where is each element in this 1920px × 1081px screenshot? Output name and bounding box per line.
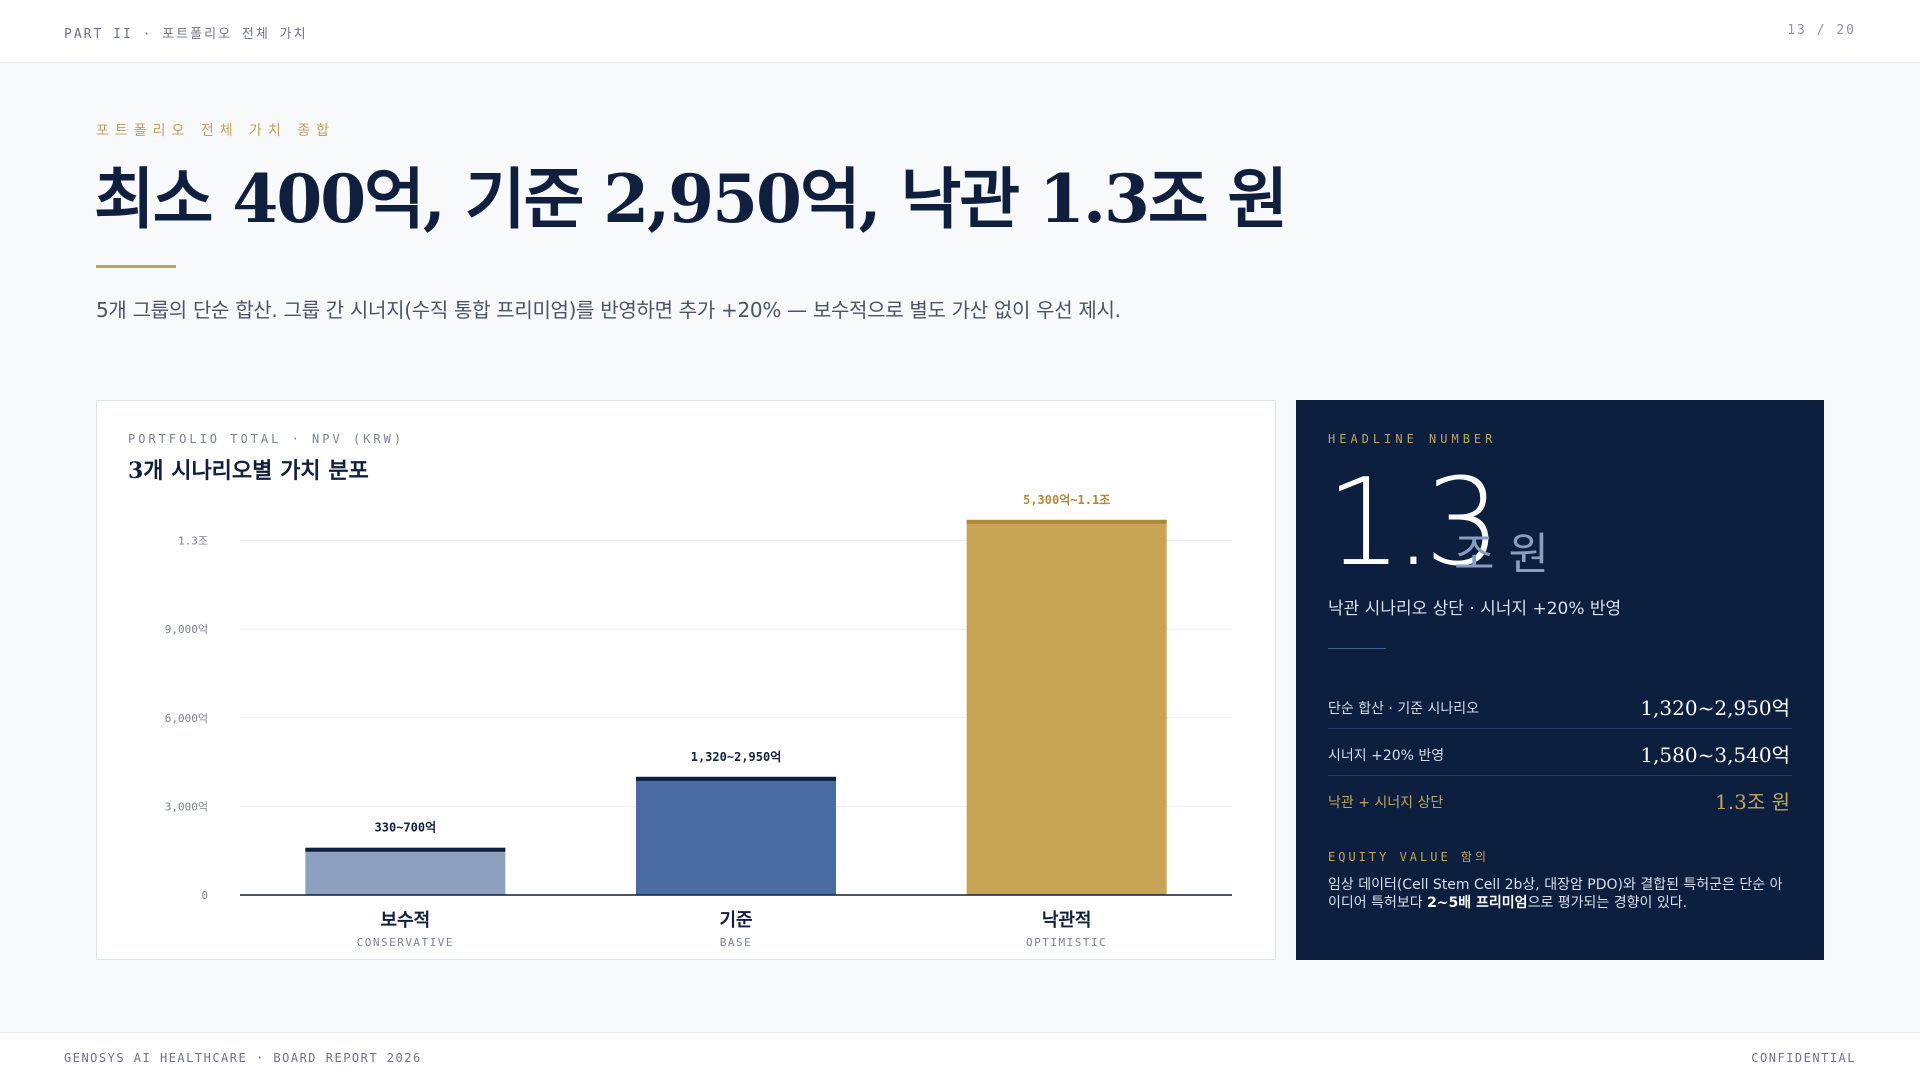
page-title: 최소 400억, 기준 2,950억, 낙관 1.3조 원: [94, 160, 1288, 238]
panel-eyebrow: HEADLINE NUMBER: [1328, 432, 1497, 446]
metric-label: 단순 합산 · 기준 시나리오: [1328, 701, 1480, 717]
hero-eyebrow: 포트폴리오 전체 가치 종합: [96, 123, 336, 139]
x-tick-label: 보수적: [380, 910, 430, 931]
metric-value: 1,580~3,540억: [1640, 743, 1790, 767]
data-label: 1,320~2,950억: [691, 750, 782, 764]
equity-value-label: EQUITY VALUE 함의: [1328, 850, 1490, 864]
equity-text-part: 임상 데이터(Cell Stem Cell 2b상, 대장암 PDO)와 결합된…: [1328, 877, 1783, 911]
equity-text-part: 으로 평가되는 경향이 있다.: [1527, 895, 1688, 911]
data-label: 5,300억~1.1조: [1023, 493, 1110, 507]
y-tick-label: 6,000억: [165, 712, 208, 725]
bar: [305, 847, 506, 895]
page-subtitle: 5개 그룹의 단순 합산. 그룹 간 시너지(수직 통합 프리미엄)를 반영하면…: [96, 298, 1121, 322]
metric-label: 낙관 + 시너지 상단: [1328, 795, 1444, 811]
chart-title: 3개 시나리오별 가치 분포: [128, 458, 369, 484]
bar: [966, 519, 1167, 895]
y-tick-label: 0: [201, 889, 208, 902]
y-tick-label: 9,000억: [165, 623, 208, 636]
top-bar: PART II · 포트폴리오 전체 가치 13 / 20: [0, 0, 1920, 63]
page-number: 13 / 20: [1787, 23, 1856, 38]
headline-unit: 조 원: [1454, 529, 1549, 580]
x-tick-label: 기준: [719, 910, 752, 931]
y-tick-label: 3,000억: [165, 800, 208, 813]
headline-caption: 낙관 시나리오 상단 · 시너지 +20% 반영: [1328, 599, 1622, 619]
equity-value-text: 임상 데이터(Cell Stem Cell 2b상, 대장암 PDO)와 결합된…: [1328, 876, 1792, 912]
accent-divider: [96, 265, 176, 268]
bar-cap: [636, 776, 836, 781]
footer-confidential: CONFIDENTIAL: [1751, 1051, 1856, 1065]
footer-company: GENOSYS AI HEALTHCARE · BOARD REPORT 202…: [64, 1051, 422, 1065]
section-breadcrumb: PART II · 포트폴리오 전체 가치: [64, 27, 308, 42]
metric-label: 시너지 +20% 반영: [1328, 748, 1445, 764]
bar-cap: [966, 519, 1167, 524]
metric-row: 시너지 +20% 반영 1,580~3,540억: [1328, 729, 1792, 776]
footer: GENOSYS AI HEALTHCARE · BOARD REPORT 202…: [0, 1032, 1920, 1081]
headline-panel: HEADLINE NUMBER 1.3 조 원 낙관 시나리오 상단 · 시너지…: [1296, 400, 1824, 960]
metric-value: 1,320~2,950억: [1640, 696, 1790, 720]
equity-text-emphasis: 2~5배 프리미엄: [1427, 895, 1528, 911]
chart-card: PORTFOLIO TOTAL · NPV (KRW) 3개 시나리오별 가치 …: [96, 400, 1276, 960]
chart-eyebrow: PORTFOLIO TOTAL · NPV (KRW): [128, 432, 405, 446]
x-tick-sublabel: CONSERVATIVE: [357, 936, 454, 949]
data-label: 330~700억: [375, 821, 437, 835]
y-tick-label: 1.3조: [178, 535, 208, 548]
metric-value: 1.3조 원: [1715, 790, 1790, 814]
headline-number: 1.3: [1326, 454, 1501, 593]
metric-row-highlight: 낙관 + 시너지 상단 1.3조 원: [1328, 776, 1792, 822]
x-tick-sublabel: BASE: [720, 936, 753, 949]
bar: [636, 776, 836, 895]
panel-divider: [1328, 648, 1386, 649]
metric-row: 단순 합산 · 기준 시나리오 1,320~2,950억: [1328, 682, 1792, 729]
x-tick-sublabel: OPTIMISTIC: [1026, 936, 1107, 949]
bar-cap: [305, 847, 506, 852]
x-tick-label: 낙관적: [1042, 910, 1092, 931]
